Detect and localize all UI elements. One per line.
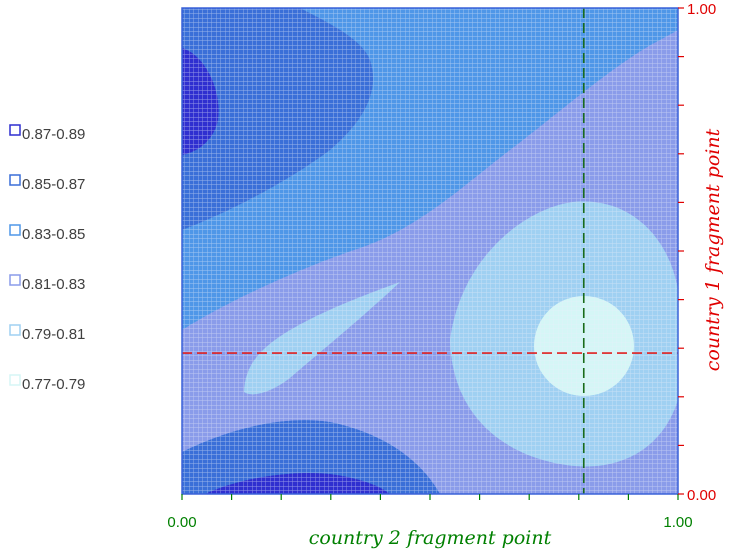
legend-label: 0.83-0.85 xyxy=(22,226,85,243)
plot-area xyxy=(182,8,678,494)
legend-label: 0.87-0.89 xyxy=(22,126,85,143)
x-tick-label: 0.00 xyxy=(167,514,196,531)
y-tick-label: 1.00 xyxy=(687,1,716,18)
legend-label: 0.85-0.87 xyxy=(22,176,85,193)
legend-label: 0.81-0.83 xyxy=(22,276,85,293)
x-tick-label: 1.00 xyxy=(663,514,692,531)
legend-item: 0.81-0.83 xyxy=(9,274,85,293)
legend-label: 0.79-0.81 xyxy=(22,326,85,343)
legend-item: 0.79-0.81 xyxy=(9,324,85,343)
legend-item: 0.77-0.79 xyxy=(9,374,85,393)
legend-swatch xyxy=(9,124,21,136)
legend-item: 0.85-0.87 xyxy=(9,174,85,193)
legend-swatch xyxy=(9,324,21,336)
x-axis-ticks xyxy=(181,494,679,500)
y-axis-ticks xyxy=(678,7,684,495)
y-tick-label: 0.00 xyxy=(687,487,716,504)
x-axis-title: country 2 fragment point xyxy=(309,527,552,549)
legend-item: 0.83-0.85 xyxy=(9,224,85,243)
y-axis-title: country 1 fragment point xyxy=(702,128,724,371)
grid-overlay xyxy=(182,8,678,494)
legend-swatch xyxy=(9,374,21,386)
legend-label: 0.77-0.79 xyxy=(22,376,85,393)
legend-swatch xyxy=(9,174,21,186)
legend: 0.87-0.89 0.85-0.87 0.83-0.85 0.81-0.83 … xyxy=(9,124,85,393)
legend-swatch xyxy=(9,224,21,236)
legend-item: 0.87-0.89 xyxy=(9,124,85,143)
legend-swatch xyxy=(9,274,21,286)
